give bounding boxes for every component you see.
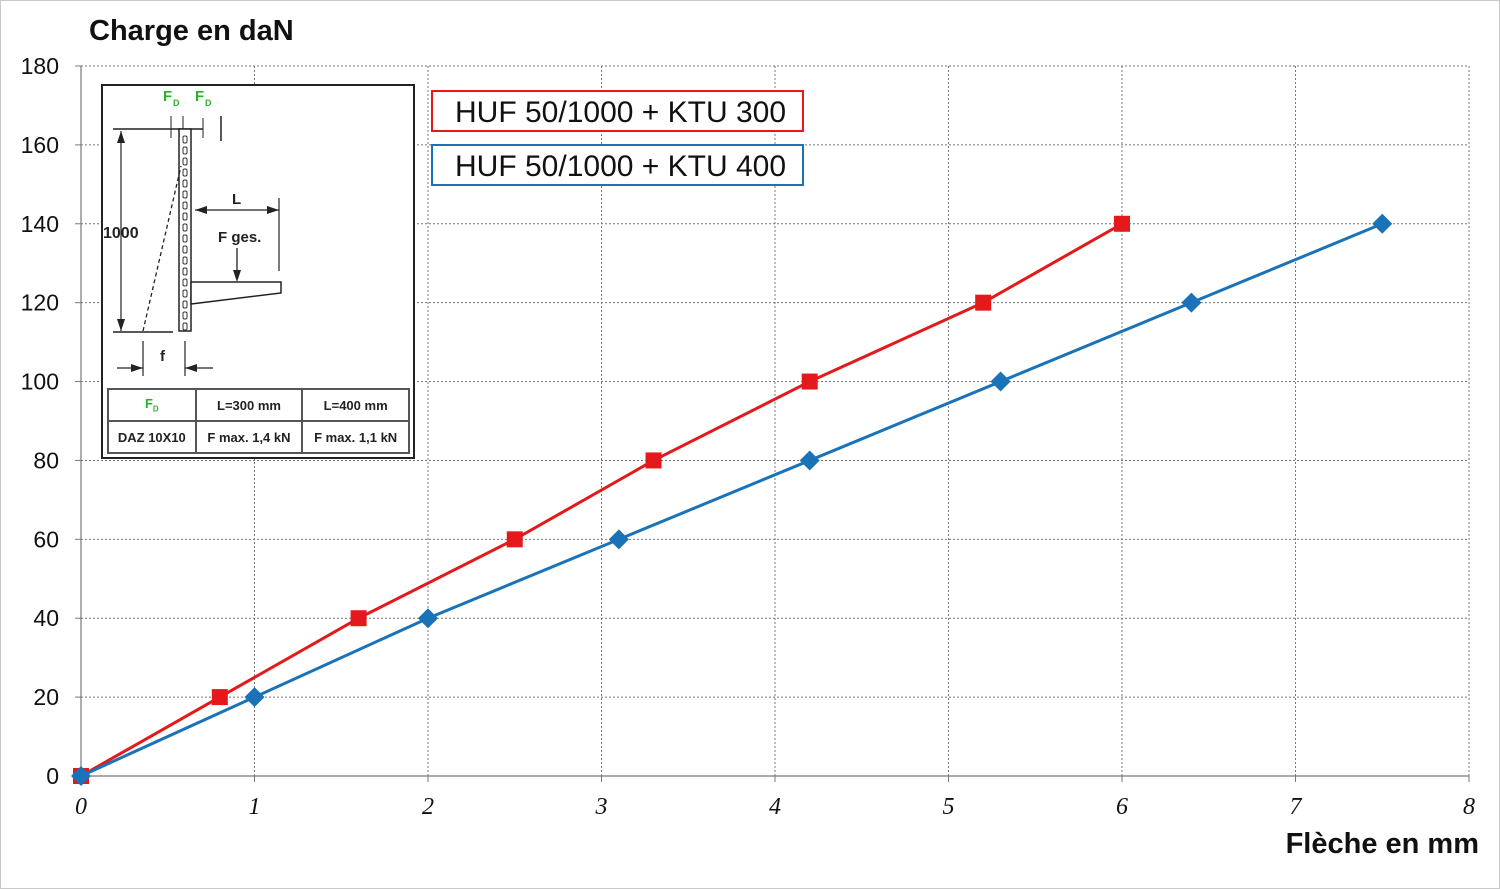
bracket-schematic: F D F D 1000 L	[103, 88, 282, 376]
rail-hole	[182, 168, 188, 177]
inset-cell-daz: DAZ 10X10	[107, 420, 197, 454]
rail-hole	[182, 256, 188, 265]
rail-hole	[182, 157, 188, 166]
y-tick-label: 180	[21, 53, 59, 79]
inset-header-l300: L=300 mm	[194, 388, 304, 422]
inset-cell-fmax-400: F max. 1,1 kN	[301, 420, 410, 454]
f-label: f	[160, 348, 166, 365]
height-label: 1000	[103, 225, 139, 242]
rail-hole	[182, 146, 188, 155]
series-1-point	[799, 450, 820, 471]
inset-diagram: F D F D 1000 L	[101, 84, 415, 459]
y-axis-title: Charge en daN	[89, 15, 294, 47]
series-0-point	[211, 689, 228, 706]
series-1-point	[1372, 213, 1393, 234]
series-1-point	[418, 608, 438, 629]
inset-header-fd: FD	[107, 388, 197, 422]
rail-hole	[182, 289, 188, 298]
y-tick-label: 20	[33, 684, 59, 710]
inset-cell-fmax-300: F max. 1,4 kN	[194, 420, 304, 454]
series-1-point	[990, 371, 1011, 392]
series-0-point	[975, 294, 992, 311]
inset-table-row: DAZ 10X10 F max. 1,4 kN F max. 1,1 kN	[107, 420, 410, 454]
x-tick-label: 0	[75, 794, 87, 820]
series-1-point	[1181, 292, 1202, 313]
x-tick-label: 6	[1116, 794, 1128, 820]
rail-hole	[182, 278, 188, 287]
inset-header-l400: L=400 mm	[301, 388, 410, 422]
fd-sub-right: D	[205, 98, 212, 108]
rail-hole	[182, 179, 188, 188]
series-line-0	[80, 222, 1123, 778]
fd-label-right: F	[195, 88, 204, 105]
legend-entry-ktu400: HUF 50/1000 + KTU 400	[431, 144, 805, 186]
y-tick-label: 40	[33, 605, 59, 631]
x-tick-label: 8	[1463, 794, 1475, 820]
rail-hole	[182, 190, 188, 199]
fges-label: F ges.	[218, 229, 261, 246]
x-tick-label: 5	[943, 794, 955, 820]
series-0-point	[801, 373, 818, 390]
series-0-point	[645, 452, 662, 469]
fd-label-left: F	[163, 88, 172, 105]
y-tick-label: 160	[21, 132, 59, 158]
fd-sub-left: D	[173, 98, 180, 108]
l-label: L	[232, 191, 241, 208]
x-tick-label: 2	[422, 794, 434, 820]
rail-hole	[182, 223, 188, 232]
rail-hole	[182, 212, 188, 221]
y-tick-label: 0	[46, 763, 59, 789]
x-tick-label: 4	[769, 794, 781, 820]
y-tick-label: 100	[21, 369, 59, 395]
rail-hole	[182, 267, 188, 276]
rail-hole	[182, 135, 188, 144]
series-1-point	[71, 766, 91, 786]
series-line-1	[80, 222, 1383, 778]
rail-hole	[182, 311, 188, 320]
x-tick-label: 1	[249, 794, 261, 820]
series-0-point	[350, 610, 367, 627]
x-tick-label: 7	[1290, 794, 1303, 820]
x-axis-title: Flèche en mm	[1285, 828, 1479, 860]
inset-table: FD L=300 mm L=400 mm DAZ 10X10 F max. 1,…	[107, 388, 410, 454]
rail-hole	[182, 322, 188, 331]
x-tick-label: 3	[595, 794, 608, 820]
rail-hole	[182, 245, 188, 254]
y-tick-label: 140	[21, 211, 59, 237]
series-1-point	[244, 687, 265, 708]
y-tick-label: 80	[33, 447, 59, 473]
rail-hole	[182, 201, 188, 210]
y-tick-label: 120	[21, 290, 59, 316]
series-1-point	[608, 529, 629, 550]
legend-entry-ktu300: HUF 50/1000 + KTU 300	[431, 90, 805, 132]
rail-hole	[182, 300, 188, 309]
y-tick-label: 60	[33, 526, 59, 552]
inset-table-header: FD L=300 mm L=400 mm	[107, 388, 410, 422]
series-0-point	[1114, 215, 1130, 232]
series-0-point	[506, 531, 523, 548]
rail-hole	[182, 234, 188, 243]
